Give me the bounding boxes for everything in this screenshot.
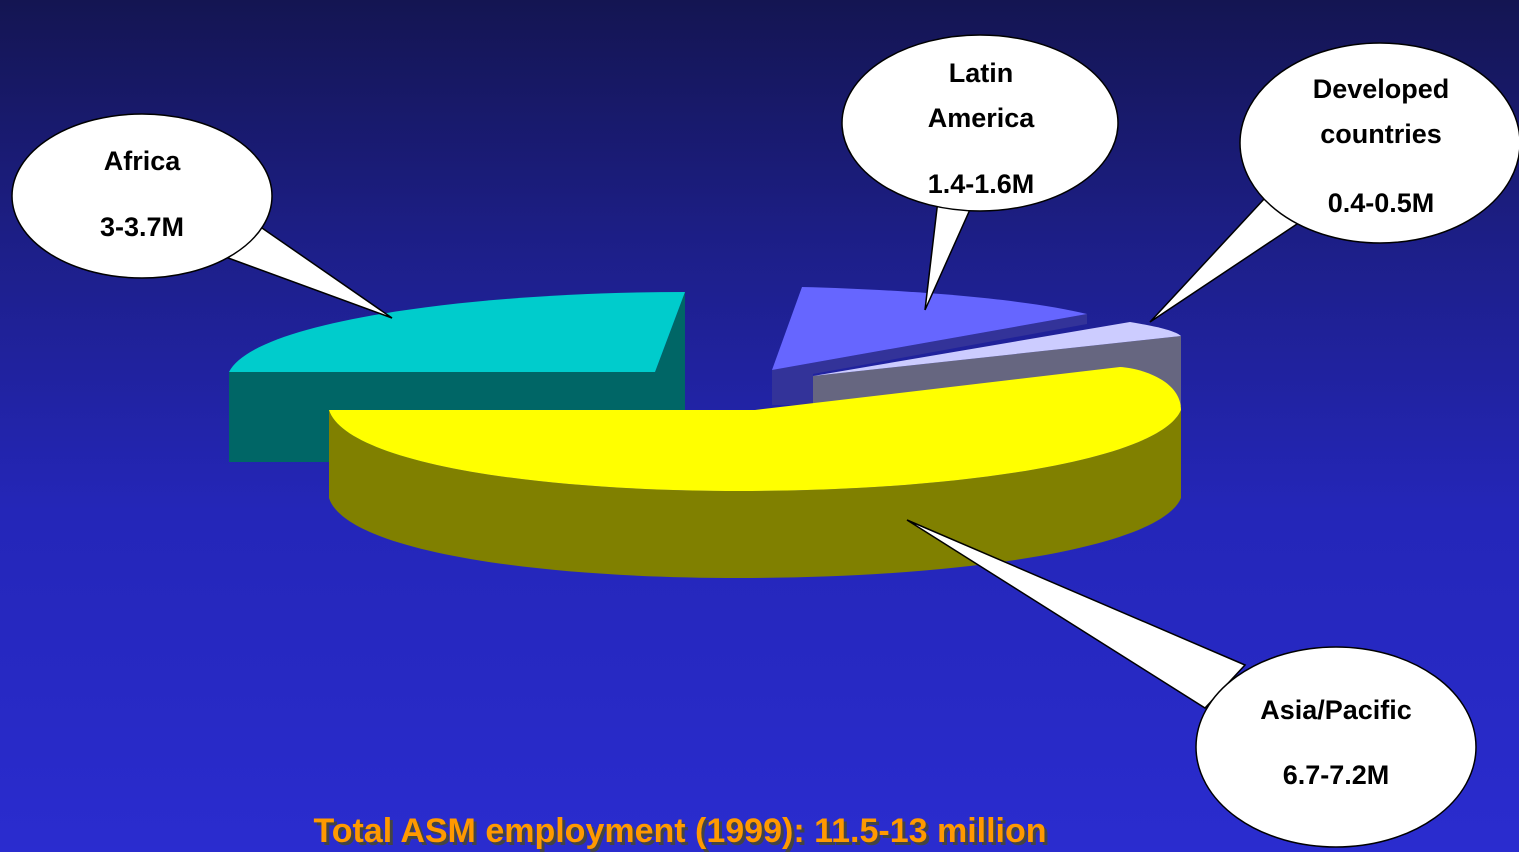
developed-top (813, 322, 1181, 376)
africa-top (229, 292, 685, 372)
pie-slice-latin-america (772, 287, 1087, 405)
latin-america-side (772, 314, 1087, 405)
callout-latin-america-bubble (841, 34, 1119, 212)
callout-developed-value: 0.4-0.5M (1328, 188, 1435, 218)
asia-side (329, 410, 1181, 578)
callout-latin-america: Latin America 1.4-1.6M (841, 34, 1119, 311)
callout-africa-value: 3-3.7M (100, 212, 184, 242)
callout-latin-america-line1: Latin (949, 58, 1014, 88)
callout-africa-bubble (11, 113, 273, 279)
callout-developed-line2: countries (1320, 119, 1442, 149)
callout-developed: Developed countries 0.4-0.5M (1149, 42, 1519, 323)
callout-developed-pointer (1149, 197, 1302, 323)
callout-latin-america-pointer (924, 199, 974, 311)
callout-africa: Africa 3-3.7M (11, 113, 393, 319)
callout-developed-bubble (1239, 42, 1519, 244)
callout-asia-bubble (1195, 646, 1477, 848)
callout-developed-line1: Developed (1313, 74, 1450, 104)
asia-top (329, 367, 1181, 491)
latin-america-top (772, 287, 1087, 370)
total-employment-caption: Total ASM employment (1999): 11.5-13 mil… (313, 812, 1047, 850)
pie-slice-asia (329, 367, 1181, 578)
callout-latin-america-value: 1.4-1.6M (928, 169, 1035, 199)
callout-asia-value: 6.7-7.2M (1283, 760, 1390, 790)
callout-latin-america-line2: America (928, 103, 1036, 133)
callout-asia-label: Asia/Pacific (1260, 695, 1412, 725)
callout-africa-label: Africa (104, 146, 182, 176)
callout-asia: Asia/Pacific 6.7-7.2M (906, 519, 1477, 848)
